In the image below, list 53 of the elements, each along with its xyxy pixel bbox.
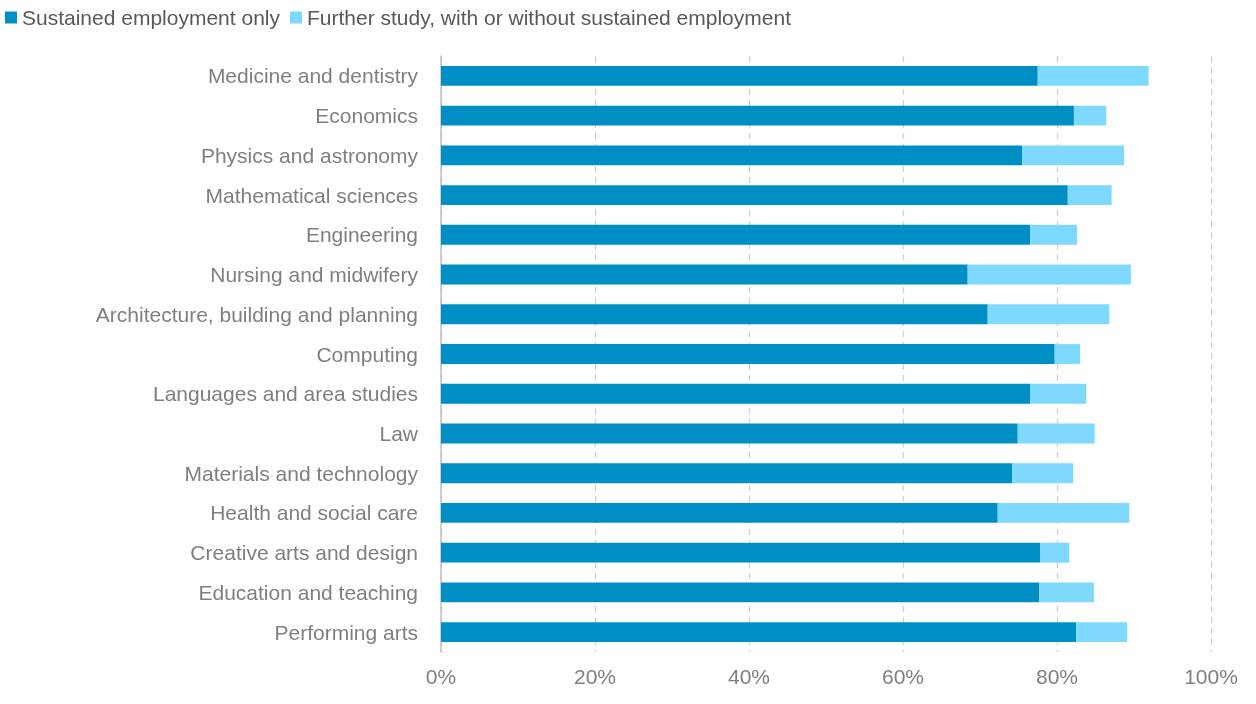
x-tick-label: 0% [425, 665, 457, 688]
bar [967, 264, 1131, 285]
bar [441, 383, 1031, 404]
y-tick-label: Economics [315, 104, 418, 128]
bar [1037, 65, 1149, 86]
y-tick-label: Physics and astronomy [200, 143, 419, 167]
y-tick-label: Creative arts and design [190, 541, 418, 565]
y-tick-label: Mathematical sciences [205, 183, 418, 207]
y-tick-label: Performing arts [274, 620, 418, 644]
bar [441, 582, 1040, 603]
bar [441, 463, 1013, 484]
bar [441, 145, 1023, 166]
bar [1067, 185, 1112, 205]
y-tick-label: Health and social care [210, 501, 418, 525]
bar [1054, 344, 1081, 364]
x-tick-label: 60% [881, 665, 925, 688]
bar [441, 503, 998, 523]
legend-label: Sustained employment only [22, 6, 281, 29]
bar [1017, 423, 1095, 444]
bar [441, 264, 968, 285]
bar [1073, 105, 1107, 126]
y-tick-label: Medicine and dentistry [207, 64, 419, 88]
bar [997, 503, 1130, 523]
y-tick-label: Architecture, building and planning [95, 302, 418, 326]
bar [441, 65, 1038, 86]
bar [1076, 622, 1128, 643]
bar [441, 105, 1074, 126]
y-tick-label: Languages and area studies [152, 382, 418, 406]
bar [441, 224, 1031, 245]
bar [441, 622, 1077, 643]
x-tick-label: 20% [573, 665, 617, 688]
bar [1012, 463, 1074, 484]
x-tick-label: 100% [1184, 665, 1238, 688]
y-tick-label: Nursing and midwifery [210, 263, 419, 287]
bar [441, 344, 1055, 364]
bar [1039, 582, 1094, 603]
bar [441, 423, 1018, 444]
bar [987, 304, 1110, 325]
bar [441, 542, 1041, 563]
x-tick-label: 40% [727, 665, 771, 688]
y-tick-label: Law [379, 421, 419, 445]
bar [1040, 542, 1070, 563]
y-tick-label: Engineering [305, 223, 418, 247]
x-tick-label: 80% [1035, 665, 1079, 688]
y-tick-label: Education and teaching [198, 580, 418, 604]
legend-label: Further study, with or without sustained employment [306, 6, 792, 29]
y-tick-label: Computing [316, 342, 418, 366]
bar [1030, 224, 1078, 245]
bar [1022, 145, 1124, 166]
bar [441, 185, 1068, 205]
y-tick-label: Materials and technology [184, 461, 419, 485]
bar [1030, 383, 1087, 404]
bar [441, 304, 988, 325]
